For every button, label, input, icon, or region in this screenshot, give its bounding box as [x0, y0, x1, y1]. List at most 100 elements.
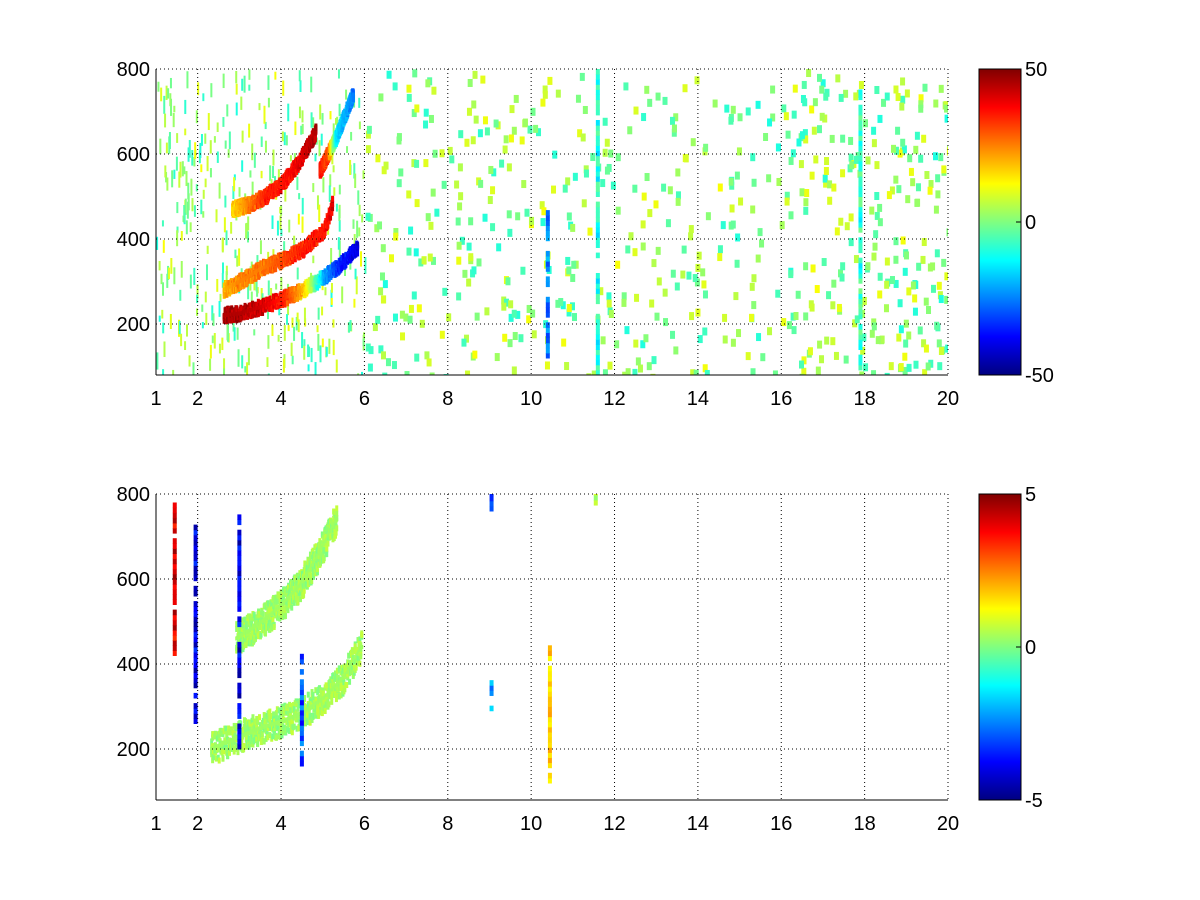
noise-cell [204, 178, 207, 188]
column-cell [595, 104, 600, 111]
column-cell [858, 344, 863, 350]
noise-cell [775, 289, 781, 298]
noise-cell [197, 82, 200, 96]
noise-cell [615, 206, 621, 215]
noise-cell [558, 298, 564, 307]
x-tick-label: 8 [442, 388, 453, 410]
noise-cell [783, 112, 789, 121]
curve-cell [280, 707, 284, 714]
noise-cell [804, 189, 810, 198]
noise-cell [213, 136, 216, 143]
curve-core-cell [331, 203, 335, 207]
noise-cell [335, 359, 338, 373]
noise-cell [614, 340, 620, 349]
noise-cell [669, 116, 675, 125]
noise-cell [916, 262, 922, 271]
noise-cell [345, 89, 348, 100]
noise-cell [455, 217, 461, 226]
noise-cell [812, 98, 818, 107]
noise-cell [404, 371, 410, 375]
noise-cell [833, 351, 839, 360]
band-feature-0 [210, 630, 364, 764]
noise-cell [579, 72, 585, 81]
noise-cell [522, 118, 528, 127]
noise-cell [822, 114, 828, 123]
noise-cell [874, 191, 880, 200]
noise-cell [826, 291, 832, 300]
noise-cell [515, 212, 521, 221]
column-cell [545, 210, 550, 216]
curve-cell [292, 705, 296, 712]
noise-cell [225, 230, 228, 246]
noise-cell [164, 165, 167, 178]
noise-cell [241, 130, 244, 143]
noise-cell [693, 369, 699, 375]
column-cell [595, 181, 600, 187]
column-cell [858, 191, 863, 197]
noise-cell [316, 195, 319, 210]
curve-cell [239, 315, 243, 322]
curve-cell [278, 709, 282, 716]
noise-cell [338, 208, 341, 221]
noise-cell [565, 177, 571, 186]
noise-cell [803, 206, 809, 215]
noise-cell [662, 288, 668, 297]
noise-cell [261, 293, 264, 300]
noise-cell [893, 255, 899, 264]
noise-cell [325, 347, 328, 357]
noise-cell [608, 309, 614, 318]
curve-cell [331, 195, 335, 202]
noise-cell [318, 140, 321, 157]
noise-cell [569, 302, 575, 311]
noise-cell [915, 183, 921, 192]
noise-cell [354, 173, 357, 189]
noise-cell [865, 262, 871, 271]
column-cell [595, 201, 600, 208]
noise-cell [221, 272, 224, 288]
noise-cell [393, 228, 399, 237]
column-cell [545, 322, 550, 328]
column-cell [858, 222, 863, 228]
noise-cell [848, 153, 854, 162]
noise-cell [296, 312, 299, 322]
noise-cell [896, 185, 902, 194]
noise-cell [509, 105, 515, 114]
noise-cell [807, 347, 813, 356]
column-cell [858, 94, 863, 101]
noise-cell [168, 132, 171, 150]
curve-cell [320, 170, 324, 177]
noise-cell [861, 333, 867, 342]
noise-cell [200, 164, 203, 173]
curve-cell [217, 757, 221, 764]
noise-cell [734, 171, 740, 180]
noise-cell [482, 116, 488, 125]
curve-cell [311, 696, 315, 703]
noise-cell [888, 362, 894, 371]
curve-cell [211, 734, 215, 741]
noise-cell [736, 329, 742, 338]
noise-cell [791, 110, 797, 119]
noise-cell [840, 169, 846, 178]
noise-cell [421, 256, 427, 265]
noise-cell [667, 186, 673, 195]
noise-cell [158, 260, 161, 271]
column-cell [595, 227, 600, 233]
curve-cell [329, 214, 333, 221]
noise-cell [163, 95, 166, 114]
noise-cell [206, 155, 209, 172]
column-cell [595, 216, 600, 223]
noise-cell [322, 177, 325, 193]
noise-cell [287, 299, 290, 316]
noise-cell [643, 334, 649, 343]
curve-cell [288, 727, 292, 734]
noise-cell [854, 315, 860, 324]
curve-cell [308, 146, 312, 153]
column-cell [545, 261, 550, 267]
noise-cell [272, 149, 275, 166]
noise-cell [582, 105, 588, 114]
noise-cell [222, 117, 225, 127]
noise-cell [651, 356, 657, 365]
noise-cell [279, 206, 282, 214]
column-cell [595, 74, 600, 80]
noise-cell [508, 134, 514, 143]
